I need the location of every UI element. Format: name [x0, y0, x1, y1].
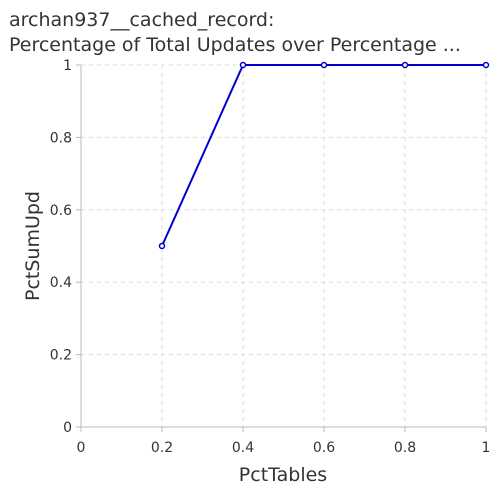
data-point [482, 61, 490, 69]
y-tick-label: 0.8 [50, 130, 72, 146]
y-tick-label: 0.2 [50, 348, 72, 364]
y-tick-label: 0 [63, 420, 72, 436]
data-point [158, 242, 166, 250]
x-tick-label: 0.2 [151, 440, 173, 456]
data-point [239, 61, 247, 69]
series-layer [158, 61, 490, 250]
data-point [401, 61, 409, 69]
x-tick-label: 0.6 [313, 440, 335, 456]
x-tick-label: 0 [77, 440, 86, 456]
grid [81, 64, 487, 427]
x-axis-label: PctTables [239, 464, 327, 486]
y-tick-label: 0.6 [50, 203, 72, 219]
y-tick-label: 1 [63, 58, 72, 74]
axes [76, 64, 487, 432]
y-axis-label: PctSumUpd [22, 191, 44, 301]
data-point [320, 61, 328, 69]
chart-title-line-2: Percentage of Total Updates over Percent… [9, 34, 461, 56]
x-tick-label: 0.4 [232, 440, 254, 456]
tick-labels: 0 0.2 0.4 0.6 0.8 1 0 0.2 0.4 0.6 0.8 1 [50, 58, 491, 456]
x-tick-label: 1 [482, 440, 491, 456]
chart-title-line-1: archan937__cached_record: [9, 9, 275, 31]
x-tick-label: 0.8 [394, 440, 416, 456]
y-tick-label: 0.4 [50, 275, 72, 291]
